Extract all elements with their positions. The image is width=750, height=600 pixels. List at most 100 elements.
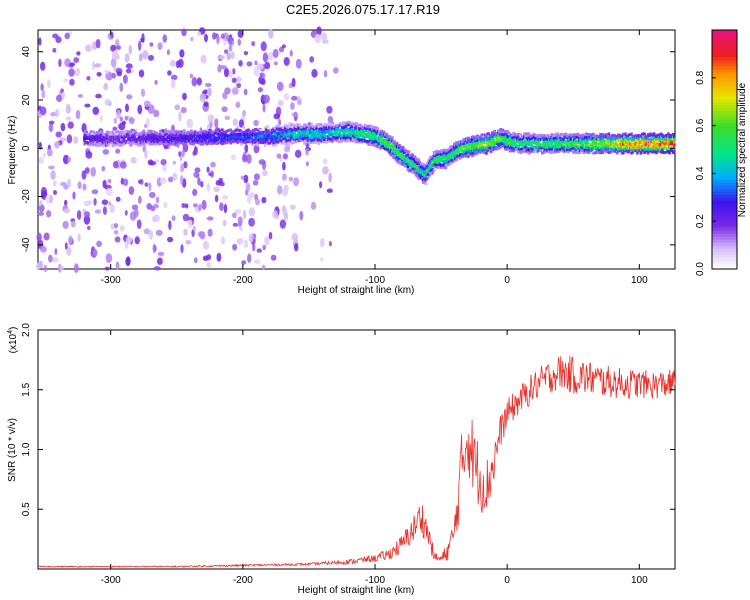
colorbar-segment xyxy=(712,164,737,169)
spectrogram-ridge-cell xyxy=(431,171,435,174)
spectrogram-ridge-cell xyxy=(655,135,658,138)
spectrogram-cell xyxy=(115,148,121,154)
spectrogram-ridge-cell xyxy=(482,151,486,154)
spectrogram-cell xyxy=(237,38,242,46)
spectrogram-ridge-cell xyxy=(669,139,672,143)
spectrogram-ridge-cell xyxy=(409,164,412,168)
spectrogram-ridge-cell xyxy=(614,148,618,151)
spectrogram-ridge-cell xyxy=(273,141,276,145)
spectrogram-ridge-cell xyxy=(393,156,397,159)
spectrogram-ridge-cell xyxy=(111,135,115,139)
spectrogram-cell xyxy=(194,257,198,264)
spectrogram-cell xyxy=(55,108,59,118)
spectrogram-ridge-cell xyxy=(488,140,492,143)
spectrogram-cell xyxy=(217,64,222,73)
spectrogram-cell xyxy=(66,134,73,144)
spectrogram-ridge-cell xyxy=(469,152,473,155)
spectrogram-ridge-cell xyxy=(242,138,245,142)
spectrogram-ridge-cell xyxy=(355,122,358,126)
spectrogram-ridge-cell xyxy=(443,151,446,155)
colorbar-segment xyxy=(712,224,737,228)
spectrogram-ridge-cell xyxy=(529,150,532,154)
spectrogram-ridge-cell xyxy=(451,148,455,152)
spectrogram-ridge-cell xyxy=(111,130,115,134)
spectrogram-ridge-cell xyxy=(263,144,267,147)
spectrogram-cell xyxy=(248,207,255,217)
spectrogram-cell xyxy=(289,204,296,210)
spectrogram-cell xyxy=(291,95,298,101)
spectrogram-cell xyxy=(134,236,140,245)
spectrogram-ridge-cell xyxy=(533,137,537,141)
spectrogram-cell xyxy=(216,34,220,45)
spectrogram-cell xyxy=(273,113,281,120)
spectrogram-ridge-cell xyxy=(532,135,536,139)
spectrogram-ridge-cell xyxy=(305,129,309,133)
spectrogram-ridge-cell xyxy=(116,130,119,133)
spectrogram-ridge-cell xyxy=(643,132,646,136)
spectrogram-cell xyxy=(220,33,225,39)
spectrogram-ridge-cell xyxy=(125,139,129,143)
spectrogram-ridge-cell xyxy=(250,143,254,147)
spectrogram-ridge-cell xyxy=(292,132,295,136)
spectrogram-ridge-cell xyxy=(673,150,676,153)
colorbar-segment xyxy=(712,194,737,198)
spectrogram-ridge-cell xyxy=(585,138,588,142)
spectrogram-cell xyxy=(248,217,256,227)
spectrogram-cell xyxy=(268,231,273,240)
spectrogram-cell xyxy=(181,203,186,208)
spectrogram-cell xyxy=(273,61,278,66)
spectrogram-cell xyxy=(270,254,277,261)
spectrogram-ridge-cell xyxy=(294,140,298,144)
spectrogram-ridge-cell xyxy=(349,123,353,127)
spectrogram-ridge-cell xyxy=(661,149,664,152)
spectrogram-cell xyxy=(63,199,68,206)
spectrogram-ridge-cell xyxy=(414,165,418,169)
colorbar-label: Normalized spectral amplitude xyxy=(737,82,748,217)
spectrogram-ridge-cell xyxy=(450,151,454,155)
spectrogram-cell xyxy=(85,44,92,52)
spectrogram-cell xyxy=(314,33,322,44)
spectrogram-cell xyxy=(223,67,230,78)
spectrogram-ridge-cell xyxy=(168,142,172,146)
spectrogram-ridge-cell xyxy=(605,150,608,154)
spectrogram-ridge-cell xyxy=(661,133,664,137)
spectrogram-ridge-cell xyxy=(667,150,670,153)
spectrogram-ridge-cell xyxy=(443,153,446,157)
spectrogram-ridge-cell xyxy=(413,155,417,159)
spectrogram-ridge-cell xyxy=(570,141,574,144)
spectrogram-cell xyxy=(126,94,133,100)
spectrogram-ridge-cell xyxy=(445,152,449,156)
spectrogram-ridge-cell xyxy=(480,143,483,147)
spectrogram-ridge-cell xyxy=(373,140,376,144)
spectrogram-ridge-cell xyxy=(348,121,351,124)
spectrogram-cell xyxy=(96,72,102,77)
spectrogram-ridge-cell xyxy=(463,145,467,148)
spectrogram-ridge-cell xyxy=(537,133,540,137)
spectrogram-ridge-cell xyxy=(508,149,512,153)
spectrogram-ridge-cell xyxy=(536,135,539,139)
spectrogram-ridge-cell xyxy=(561,132,564,136)
spectrogram-ridge-cell xyxy=(204,140,207,144)
spectrogram-cell xyxy=(109,204,115,214)
spectrogram-ridge-cell xyxy=(462,142,466,146)
y-tick-label: -40 xyxy=(21,237,32,252)
spectrogram-cell xyxy=(182,92,187,101)
spectrogram-cell xyxy=(52,33,59,39)
spectrogram-cell xyxy=(226,52,231,61)
colorbar-segment xyxy=(712,92,737,97)
spectrogram-ridge-cell xyxy=(542,145,545,149)
spectrogram-ridge-cell xyxy=(468,146,471,150)
spectrogram-ridge-cell xyxy=(505,147,508,151)
spectrogram-cell xyxy=(244,189,249,196)
spectrogram-ridge-cell xyxy=(481,149,485,153)
spectrogram-cell xyxy=(122,74,128,84)
spectrogram-ridge-cell xyxy=(607,137,611,140)
spectrogram-ridge-cell xyxy=(499,135,502,139)
spectrogram-ridge-cell xyxy=(112,141,116,145)
spectrogram-cell xyxy=(237,30,244,38)
spectrogram-ridge-cell xyxy=(592,136,595,140)
spectrogram-cell xyxy=(328,172,332,183)
spectrogram-ridge-cell xyxy=(174,143,178,146)
spectrogram-cell xyxy=(162,34,168,43)
